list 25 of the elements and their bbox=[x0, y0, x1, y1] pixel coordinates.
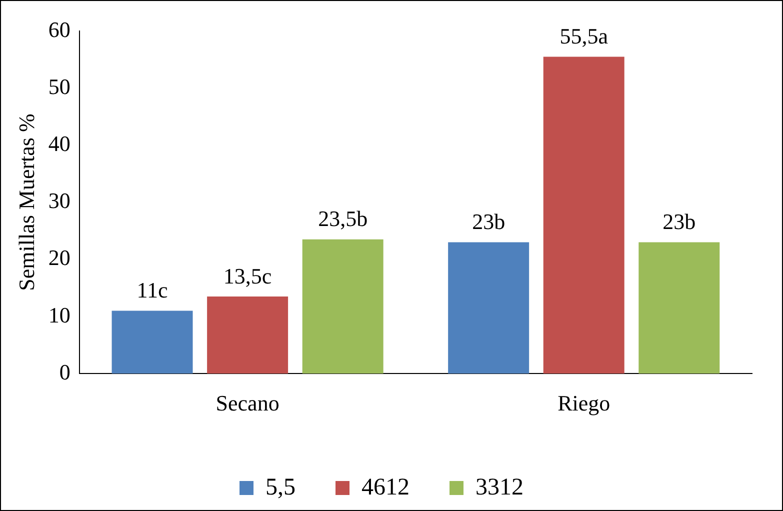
data-label: 55,5a bbox=[560, 23, 608, 48]
legend-label: 5,5 bbox=[266, 474, 296, 500]
data-label: 23b bbox=[662, 209, 696, 234]
data-label: 23b bbox=[472, 209, 506, 234]
bar bbox=[112, 310, 193, 374]
bar bbox=[543, 56, 624, 374]
y-tick-label: 50 bbox=[48, 74, 70, 99]
y-tick-label: 0 bbox=[59, 359, 70, 384]
data-label: 11c bbox=[136, 278, 168, 303]
data-label: 23,5b bbox=[318, 206, 368, 232]
y-tick-label: 10 bbox=[48, 302, 70, 328]
x-tick-label: Riego bbox=[558, 390, 610, 416]
data-label: 13,5c bbox=[223, 263, 272, 288]
y-axis-title: Semillas Muertas % bbox=[14, 114, 39, 291]
bar bbox=[302, 239, 384, 374]
legend-label: 3312 bbox=[476, 474, 524, 500]
bar bbox=[207, 296, 288, 374]
legend-label: 4612 bbox=[362, 474, 410, 500]
y-tick-label: 60 bbox=[48, 16, 70, 42]
y-tick-label: 30 bbox=[48, 188, 70, 214]
bar bbox=[638, 242, 720, 374]
y-tick-label: 20 bbox=[48, 245, 70, 270]
bar bbox=[448, 242, 530, 374]
y-tick-label: 40 bbox=[48, 130, 70, 156]
x-tick-label: Secano bbox=[216, 390, 280, 416]
